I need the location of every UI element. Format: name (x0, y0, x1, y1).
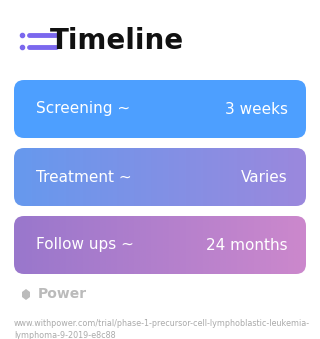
FancyBboxPatch shape (14, 148, 306, 206)
FancyBboxPatch shape (14, 216, 306, 274)
Text: Treatment ~: Treatment ~ (36, 170, 132, 184)
Text: 3 weeks: 3 weeks (225, 101, 288, 117)
Text: www.withpower.com/trial/phase-1-precursor-cell-lymphoblastic-leukemia-
lymphoma-: www.withpower.com/trial/phase-1-precurso… (14, 319, 310, 339)
Text: Varies: Varies (241, 170, 288, 184)
Text: Follow ups ~: Follow ups ~ (36, 238, 134, 253)
Polygon shape (22, 289, 30, 300)
Text: 24 months: 24 months (206, 238, 288, 253)
Text: Power: Power (38, 287, 87, 301)
FancyBboxPatch shape (14, 148, 306, 206)
FancyBboxPatch shape (14, 80, 306, 138)
Text: Screening ~: Screening ~ (36, 101, 130, 117)
Text: Timeline: Timeline (50, 27, 184, 55)
FancyBboxPatch shape (14, 216, 306, 274)
